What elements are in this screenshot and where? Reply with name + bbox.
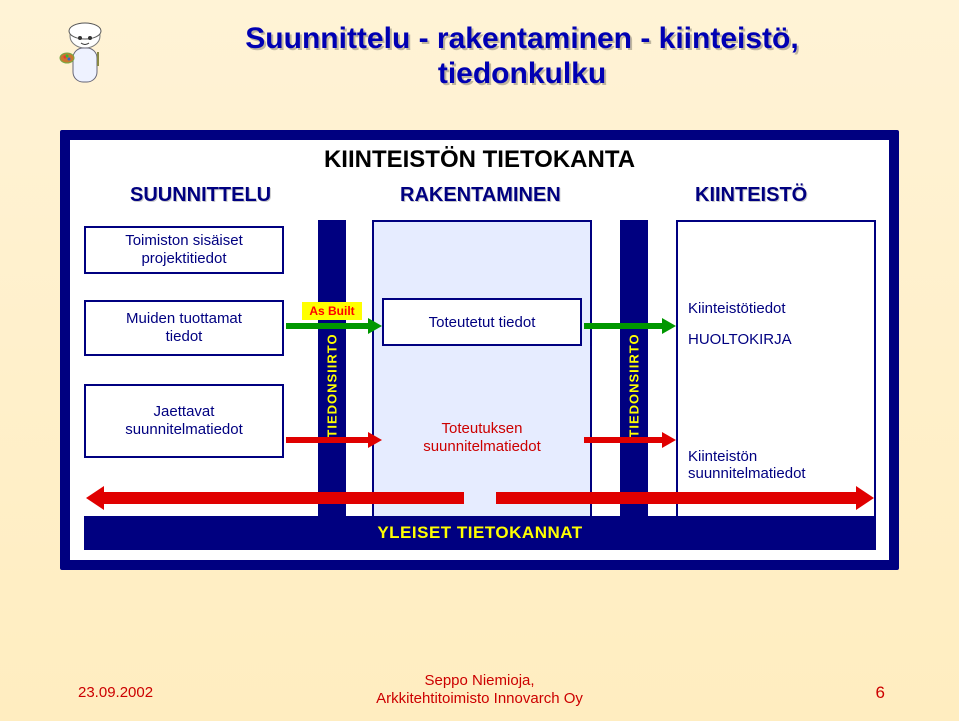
- bottom-bar: YLEISET TIETOKANNAT: [84, 516, 876, 550]
- column-head-left: SUUNNITTELU: [130, 184, 271, 207]
- mid-box-bot: Toteutuksensuunnitelmatiedot: [382, 414, 582, 462]
- arrow-red-2: [584, 434, 676, 446]
- footer-author: Seppo Niemioja, Arkkitehtitoimisto Innov…: [0, 672, 959, 710]
- slide: Suunnittelu - rakentaminen - kiinteistö,…: [0, 0, 959, 721]
- footer-author-line1: Seppo Niemioja,: [424, 672, 534, 689]
- main-panel: KIINTEISTÖN TIETOKANTA SUUNNITTELU RAKEN…: [60, 130, 899, 570]
- footer-page-number: 6: [876, 683, 885, 703]
- column-head-right: KIINTEISTÖ: [695, 184, 807, 207]
- left-box-1: Toimiston sisäisetprojektitiedot: [84, 226, 284, 274]
- arrow-red-1: [286, 434, 382, 446]
- as-built-badge: As Built: [302, 302, 362, 320]
- mid-box-top: Toteutetut tiedot: [382, 298, 582, 346]
- right-box-l3: Kiinteistönsuunnitelmatiedot: [688, 448, 864, 482]
- double-arrow: [86, 486, 874, 510]
- right-box-l1: Kiinteistötiedot: [688, 300, 864, 317]
- footer-author-line2: Arkkitehtitoimisto Innovarch Oy: [376, 690, 583, 707]
- slide-title: Suunnittelu - rakentaminen - kiinteistö,…: [145, 22, 899, 91]
- mascot-icon: [55, 18, 115, 94]
- transfer-bar-2-label: TIEDONSIIRTO: [627, 333, 642, 437]
- left-box-3: Jaettavatsuunnitelmatiedot: [84, 384, 284, 458]
- right-box-l2: HUOLTOKIRJA: [688, 331, 864, 348]
- arrow-green-1: [286, 320, 382, 332]
- column-head-mid: RAKENTAMINEN: [400, 184, 561, 207]
- arrow-green-2: [584, 320, 676, 332]
- panel-subtitle: KIINTEISTÖN TIETOKANTA: [70, 146, 889, 174]
- transfer-bar-1-label: TIEDONSIIRTO: [325, 333, 340, 437]
- left-box-2: Muiden tuottamattiedot: [84, 300, 284, 356]
